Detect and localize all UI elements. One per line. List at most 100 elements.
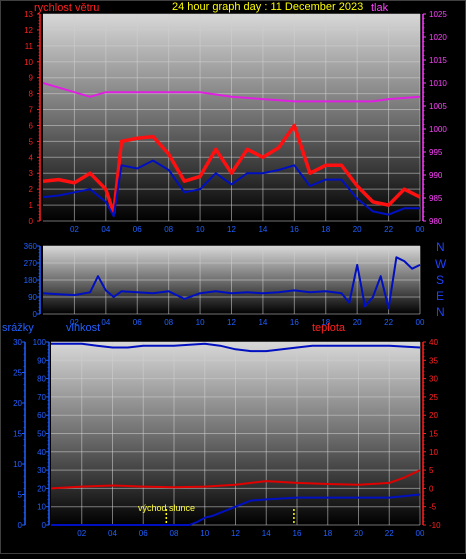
temperature-ytick--10: -10: [429, 521, 441, 530]
dir-xtick-06: 06: [133, 318, 142, 327]
temperature-ytick-30: 30: [429, 375, 438, 384]
series-srážky: [51, 493, 421, 526]
humidity-ytick-30: 30: [37, 466, 46, 475]
dir-xtick-08: 08: [164, 318, 173, 327]
wind-xtick-10: 10: [196, 225, 205, 234]
pressure-ytick-1000: 1000: [429, 125, 447, 134]
wind-xtick-04: 04: [101, 225, 110, 234]
wind-speed-ytick-11: 11: [25, 42, 34, 51]
dir-xtick-12: 12: [227, 318, 236, 327]
pressure-ytick-985: 985: [429, 194, 443, 203]
humidity-label: vlhkost: [66, 322, 100, 334]
hum-xtick-18: 18: [323, 529, 332, 538]
direction-ytick-0: 0: [33, 310, 38, 319]
wind-speed-ytick-4: 4: [29, 153, 34, 162]
hum-xtick-10: 10: [200, 529, 209, 538]
compass-e: E: [436, 289, 444, 303]
wind-xtick-20: 20: [353, 225, 362, 234]
wind-speed-label: rychlost větru: [34, 2, 99, 14]
pressure-ytick-995: 995: [429, 148, 443, 157]
wind-xtick-18: 18: [321, 225, 330, 234]
wind-speed-ytick-8: 8: [29, 90, 34, 99]
temperature-ytick-10: 10: [429, 448, 438, 457]
temperature-ytick-15: 15: [429, 430, 438, 439]
humidity-ytick-80: 80: [37, 375, 46, 384]
series-rychlost-větru-průměr: [42, 159, 420, 218]
dir-xtick-04: 04: [101, 318, 110, 327]
hum-xtick-08: 08: [170, 529, 179, 538]
rain-label: srážky: [2, 322, 34, 334]
wind-speed-ytick-7: 7: [29, 106, 34, 115]
wind-xtick-14: 14: [258, 225, 267, 234]
pressure-ytick-1025: 1025: [429, 10, 447, 19]
humidity-ytick-50: 50: [37, 430, 46, 439]
wind-xtick-12: 12: [227, 225, 236, 234]
temperature-ytick-0: 0: [429, 484, 434, 493]
humidity-ytick-100: 100: [33, 338, 47, 347]
temperature-ytick-20: 20: [429, 411, 438, 420]
chart-title: 24 hour graph day : 11 December 2023: [172, 1, 363, 13]
compass-s: S: [436, 273, 444, 287]
series-tlak: [42, 82, 421, 103]
wind-xtick-00: 00: [416, 225, 425, 234]
rain-ytick-0: 0: [18, 521, 23, 530]
rain-ytick-15: 15: [13, 430, 22, 439]
rain-ytick-30: 30: [13, 338, 22, 347]
dir-xtick-10: 10: [196, 318, 205, 327]
hum-xtick-16: 16: [293, 529, 302, 538]
temperature-ytick--5: -5: [429, 503, 437, 512]
hum-xtick-02: 02: [77, 529, 86, 538]
direction-ytick-180: 180: [24, 276, 38, 285]
wind-xtick-06: 06: [133, 225, 142, 234]
wind-xtick-08: 08: [164, 225, 173, 234]
humidity-ytick-0: 0: [42, 521, 47, 530]
series-direction: [42, 256, 421, 310]
temperature-ytick-35: 35: [429, 356, 438, 365]
humidity-ytick-40: 40: [37, 448, 46, 457]
compass-n-bottom: N: [436, 305, 445, 319]
direction-ytick-270: 270: [24, 259, 38, 268]
humidity-ytick-70: 70: [37, 393, 46, 402]
pressure-ytick-980: 980: [429, 217, 443, 226]
wind-xtick-02: 02: [70, 225, 79, 234]
rain-ytick-20: 20: [13, 399, 22, 408]
direction-ytick-90: 90: [28, 293, 37, 302]
wind-speed-ytick-3: 3: [29, 169, 34, 178]
wind-speed-ytick-5: 5: [29, 137, 34, 146]
dir-xtick-00: 00: [416, 318, 425, 327]
direction-ytick-360: 360: [24, 242, 38, 251]
dir-xtick-16: 16: [290, 318, 299, 327]
dir-xtick-02: 02: [70, 318, 79, 327]
pressure-ytick-1020: 1020: [429, 33, 447, 42]
dir-xtick-22: 22: [384, 318, 393, 327]
wind-xtick-22: 22: [384, 225, 393, 234]
temperature-ytick-5: 5: [429, 466, 434, 475]
rain-ytick-10: 10: [13, 460, 22, 469]
hum-xtick-14: 14: [262, 529, 271, 538]
rain-ytick-5: 5: [18, 491, 23, 500]
wind-speed-ytick-13: 13: [24, 10, 33, 19]
dir-xtick-18: 18: [321, 318, 330, 327]
wind-speed-ytick-6: 6: [29, 121, 34, 130]
series-vlhkost: [51, 342, 421, 353]
hum-xtick-04: 04: [108, 529, 117, 538]
dir-xtick-20: 20: [353, 318, 362, 327]
humidity-ytick-90: 90: [37, 356, 46, 365]
hum-xtick-00: 00: [416, 529, 425, 538]
pressure-ytick-1015: 1015: [429, 56, 447, 65]
hum-xtick-12: 12: [231, 529, 240, 538]
humidity-ytick-60: 60: [37, 411, 46, 420]
wind-speed-ytick-0: 0: [29, 217, 34, 226]
wind-speed-ytick-9: 9: [29, 74, 34, 83]
humidity-ytick-20: 20: [37, 484, 46, 493]
series-rychlost-větru: [42, 123, 421, 215]
temperature-ytick-25: 25: [429, 393, 438, 402]
compass-w: W: [435, 257, 447, 271]
wind-speed-ytick-12: 12: [24, 26, 33, 35]
pressure-ytick-1010: 1010: [429, 79, 447, 88]
rain-ytick-25: 25: [13, 369, 22, 378]
wind-xtick-16: 16: [290, 225, 299, 234]
temperature-label: teplota: [312, 322, 346, 334]
